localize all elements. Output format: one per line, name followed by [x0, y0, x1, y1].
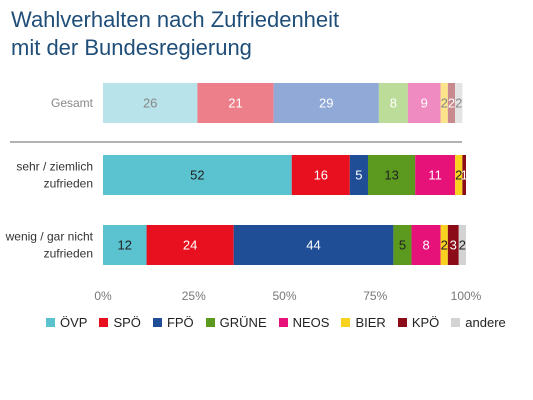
bar-segment: [447, 225, 459, 265]
data-label: 11: [428, 168, 442, 183]
bar-segment: [103, 155, 292, 195]
bar-segment: [393, 225, 412, 265]
data-label: 2: [448, 96, 455, 111]
legend-item: andere: [451, 314, 506, 330]
data-label: 5: [399, 238, 406, 253]
data-label: 16: [314, 168, 328, 183]
legend-item: FPÖ: [152, 314, 194, 330]
bar-segment: [411, 225, 441, 265]
data-label: 8: [422, 238, 429, 253]
legend-label: SPÖ: [113, 314, 141, 330]
bar-segment: [103, 225, 147, 265]
bar-segment: [291, 155, 350, 195]
bar-segment: [447, 83, 456, 123]
legend-item: ÖVP: [46, 315, 87, 330]
category-label: Gesamt: [51, 96, 94, 110]
bar-segment: [440, 225, 448, 265]
bar-segment: [415, 155, 456, 195]
data-label: 12: [118, 238, 132, 253]
bar-segment: [455, 155, 463, 195]
data-label: 44: [306, 238, 320, 253]
bar-segment: [440, 83, 448, 123]
bar-segment: [197, 83, 274, 123]
data-label: 24: [183, 238, 197, 253]
data-label: 2: [455, 168, 462, 183]
bar-segment: [103, 83, 198, 123]
legend-swatch: [341, 317, 351, 327]
bar-segment: [407, 83, 441, 123]
x-tick-label: 75%: [363, 289, 387, 303]
legend-item: BIER: [341, 314, 386, 330]
legend-label: ÖVP: [60, 314, 88, 330]
data-label: 5: [355, 168, 362, 183]
data-label: 2: [455, 96, 462, 111]
data-label: 3: [450, 238, 457, 253]
bar-segment: [455, 83, 463, 123]
x-tick-label: 100%: [451, 289, 482, 303]
category-label: wenig / gar nicht: [5, 230, 94, 244]
bar-segment: [367, 155, 416, 195]
chart-title: Wahlverhalten nach Zufriedenheit mit der…: [11, 6, 521, 62]
data-label: 2: [441, 96, 448, 111]
chart-title-line-2: mit der Bundesregierung: [11, 35, 252, 60]
data-label: 21: [228, 96, 242, 111]
legend-swatch: [278, 317, 288, 327]
data-label: 1: [461, 168, 468, 183]
legend-swatch: [46, 317, 55, 327]
legend-label: BIER: [355, 314, 386, 330]
chart-title-line-1: Wahlverhalten nach Zufriedenheit: [11, 7, 340, 32]
data-label: 26: [143, 96, 157, 111]
legend-item: GRÜNE: [205, 314, 267, 330]
legend-label: FPÖ: [166, 314, 194, 330]
data-label: 52: [190, 168, 204, 183]
category-label: zufrieden: [44, 177, 93, 191]
category-label: zufrieden: [44, 247, 93, 261]
legend-swatch: [152, 317, 162, 327]
x-tick-label: 0%: [94, 289, 112, 303]
chart-legend: ÖVP SPÖ FPÖ GRÜNE NEOS BIER KPÖ andere: [46, 313, 516, 331]
bar-segment: [233, 225, 394, 265]
data-label: 9: [421, 96, 428, 111]
data-label: 29: [319, 96, 333, 111]
legend-label: KPÖ: [411, 314, 440, 330]
data-label: 8: [390, 96, 397, 111]
bar-segment: [146, 225, 234, 265]
legend-swatch: [397, 317, 407, 327]
data-label: 13: [384, 168, 398, 183]
legend-item: SPÖ: [99, 314, 141, 330]
legend-item: KPÖ: [397, 314, 440, 330]
bar-segment: [349, 155, 368, 195]
legend-label: NEOS: [292, 314, 330, 330]
legend-label: andere: [465, 314, 506, 330]
data-label: 2: [459, 238, 466, 253]
legend-swatch: [451, 317, 461, 327]
bar-segment: [462, 155, 466, 195]
bar-segment: [458, 225, 466, 265]
legend-swatch: [205, 317, 215, 327]
legend-label: GRÜNE: [219, 314, 267, 330]
bar-segment: [378, 83, 408, 123]
bar-segment: [273, 83, 379, 123]
data-label: 2: [441, 238, 448, 253]
legend-swatch: [99, 317, 109, 327]
category-label: sehr / ziemlich: [16, 160, 93, 174]
x-tick-label: 25%: [182, 289, 206, 303]
legend-item: NEOS: [278, 314, 330, 330]
x-tick-label: 50%: [272, 289, 296, 303]
